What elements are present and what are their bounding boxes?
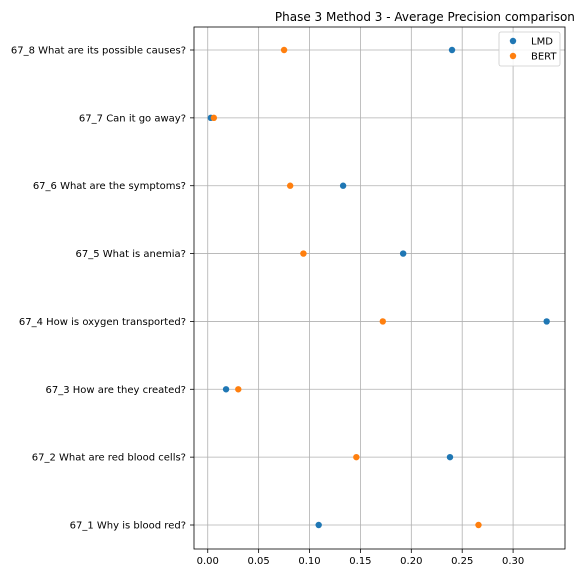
data-point-bert (353, 453, 360, 461)
data-point-bert (210, 114, 218, 122)
y-tick-label: 67_3 How are they created? (45, 385, 186, 396)
chart-title: Phase 3 Method 3 - Average Precision com… (275, 10, 576, 24)
data-point-lmd (222, 386, 230, 393)
data-points (207, 46, 550, 529)
axes: 0.00 0.05 0.10 0.15 0.20 0.25 0.30 67_1 Why is … (11, 26, 566, 567)
x-tick-label: 0.00 (197, 556, 219, 567)
data-point-lmd (315, 521, 322, 529)
y-tick-label: 67_5 What is anemia? (76, 249, 186, 260)
data-point-lmd (339, 182, 347, 189)
data-point-bert (235, 386, 242, 393)
x-tick-label: 0.25 (451, 556, 473, 567)
y-tick-label: 67_6 What are the symptoms? (33, 181, 186, 192)
data-point-lmd (543, 318, 550, 325)
data-point-lmd (446, 453, 454, 461)
x-tick-label: 0.15 (349, 556, 371, 567)
y-tick-label: 67_7 Can it go away? (79, 113, 186, 124)
plot-frame (193, 26, 566, 550)
data-point-bert (379, 318, 387, 325)
y-tick-label: 67_2 What are red blood cells? (32, 453, 186, 464)
legend-label-bert: BERT (531, 52, 557, 63)
y-tick-label: 67_4 How is oxygen transported? (19, 317, 186, 328)
legend-marker-lmd (509, 37, 517, 45)
x-tick-label: 0.05 (247, 556, 269, 567)
x-tick-label: 0.20 (400, 556, 422, 567)
x-tick-label: 0.10 (298, 556, 320, 567)
data-point-bert (300, 250, 307, 257)
legend-marker-bert (509, 52, 517, 60)
legend-label-lmd: LMD (531, 37, 553, 48)
y-tick-label: 67_1 Why is blood red? (70, 521, 186, 532)
data-point-lmd (399, 250, 407, 257)
data-point-bert (286, 182, 294, 189)
x-tick-label: 0.30 (502, 556, 524, 567)
legend: LMD BERT (498, 31, 561, 67)
y-tick-label: 67_8 What are its possible causes? (11, 46, 186, 57)
data-point-lmd (448, 46, 456, 54)
grid (194, 27, 565, 549)
data-point-bert (475, 521, 482, 529)
data-point-bert (280, 46, 288, 54)
